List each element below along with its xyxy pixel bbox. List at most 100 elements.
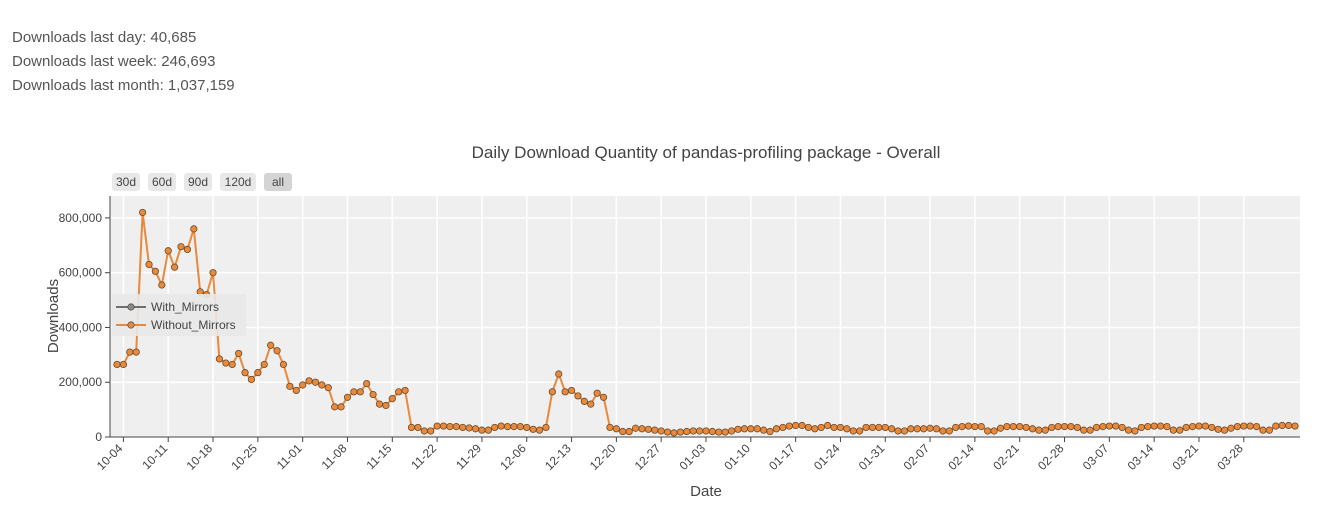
data-point[interactable] [740,425,749,433]
data-point[interactable] [875,423,883,432]
data-point[interactable] [900,427,909,435]
data-point[interactable] [171,263,179,271]
data-point[interactable] [279,360,288,369]
data-point[interactable] [651,426,659,434]
data-point[interactable] [190,225,198,233]
data-point[interactable] [964,422,973,430]
data-point[interactable] [728,427,736,435]
data-point[interactable] [113,360,121,369]
data-point[interactable] [990,427,998,435]
data-point[interactable] [407,423,416,432]
data-point[interactable] [1188,422,1197,431]
data-point[interactable] [996,424,1005,432]
data-point[interactable] [1265,426,1273,434]
data-point[interactable] [849,427,857,435]
data-point[interactable] [1259,426,1267,434]
data-point[interactable] [926,424,934,432]
data-point[interactable] [1067,422,1075,431]
data-point[interactable] [427,427,435,435]
data-point[interactable] [856,427,864,435]
data-point[interactable] [337,403,345,411]
data-point[interactable] [529,425,537,433]
data-point[interactable] [1118,423,1126,432]
data-point[interactable] [1291,422,1299,430]
range-button-90d[interactable]: 90d [184,173,212,191]
data-point[interactable] [593,389,601,397]
data-point[interactable] [798,421,806,430]
data-point[interactable] [894,427,902,435]
data-point[interactable] [542,423,550,432]
data-point[interactable] [888,425,896,433]
data-point[interactable] [1041,426,1049,434]
data-point[interactable] [439,422,448,430]
data-point[interactable] [1028,425,1037,433]
data-point[interactable] [913,425,921,433]
data-point[interactable] [932,425,941,433]
data-point[interactable] [881,423,889,432]
data-point[interactable] [836,423,845,432]
data-point[interactable] [1278,421,1286,430]
data-point[interactable] [1048,423,1056,432]
data-point[interactable] [1182,423,1190,432]
data-point[interactable] [766,427,774,436]
data-point[interactable] [1220,426,1229,434]
data-point[interactable] [535,426,544,434]
data-point[interactable] [382,401,390,410]
data-point[interactable] [177,243,185,251]
data-point[interactable] [657,427,665,435]
data-point[interactable] [305,377,313,385]
range-button-60d[interactable]: 60d [148,173,176,191]
data-point[interactable] [209,269,217,277]
data-point[interactable] [1054,422,1062,431]
data-point[interactable] [811,425,819,433]
data-point[interactable] [1086,426,1094,434]
data-point[interactable] [292,386,300,395]
data-point[interactable] [868,423,877,432]
data-point[interactable] [273,347,281,355]
data-point[interactable] [862,423,870,432]
data-point[interactable] [299,381,307,389]
data-point[interactable] [420,427,428,435]
data-point[interactable] [235,349,243,358]
data-point[interactable] [843,425,851,433]
data-point[interactable] [830,423,838,432]
data-point[interactable] [222,359,230,367]
data-point[interactable] [785,422,793,430]
data-point[interactable] [631,424,640,432]
range-button-all[interactable]: all [264,173,292,191]
data-point[interactable] [139,208,147,217]
range-button-120d[interactable]: 120d [220,173,256,191]
data-point[interactable] [1233,422,1241,431]
data-point[interactable] [695,427,704,435]
data-point[interactable] [753,425,761,433]
data-point[interactable] [1169,426,1177,434]
data-point[interactable] [1060,422,1069,431]
data-point[interactable] [356,388,364,396]
data-point[interactable] [478,426,486,434]
data-point[interactable] [977,422,985,431]
range-button-30d[interactable]: 30d [112,173,140,191]
data-point[interactable] [1022,423,1030,432]
data-point[interactable] [151,267,160,275]
data-point[interactable] [1035,426,1043,434]
data-point[interactable] [760,426,768,434]
data-point[interactable] [792,421,800,430]
data-point[interactable] [375,400,384,408]
data-point[interactable] [343,393,352,401]
data-point[interactable] [1073,423,1081,432]
data-point[interactable] [920,425,928,433]
data-point[interactable] [1252,422,1261,431]
data-point[interactable] [414,423,422,432]
data-point[interactable] [446,422,454,431]
data-point[interactable] [1240,422,1248,430]
data-point[interactable] [350,388,358,396]
data-point[interactable] [1246,422,1254,430]
legend-item-without-mirrors[interactable]: Without_Mirrors [116,318,236,332]
data-point[interactable] [555,370,563,378]
data-point[interactable] [625,427,633,436]
data-point[interactable] [228,360,236,369]
data-point[interactable] [471,425,480,433]
data-point[interactable] [523,423,531,432]
data-point[interactable] [1176,426,1184,434]
data-point[interactable] [1092,423,1101,432]
